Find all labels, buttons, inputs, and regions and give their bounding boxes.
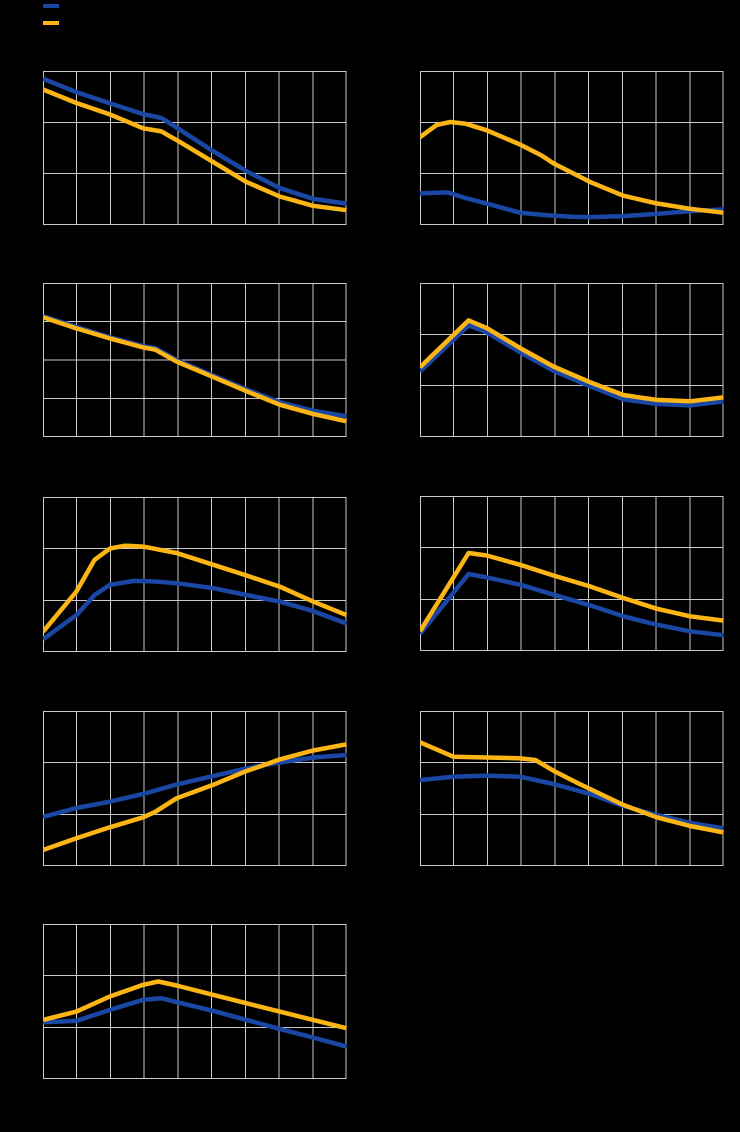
subplot-7 xyxy=(43,711,347,866)
series-line-orange xyxy=(420,740,724,835)
line-chart-svg xyxy=(420,711,724,866)
line-chart-svg xyxy=(420,71,724,225)
line-chart-svg xyxy=(43,711,347,866)
series-line-orange xyxy=(43,315,347,424)
series-line-orange xyxy=(43,979,347,1031)
series-line-blue xyxy=(420,323,724,408)
series-line-orange xyxy=(420,318,724,404)
subplot-1 xyxy=(43,71,347,225)
subplot-5 xyxy=(43,497,347,652)
legend-line-swatch-orange xyxy=(43,20,59,25)
series-line-orange xyxy=(43,543,347,634)
series-line-blue xyxy=(420,571,724,638)
subplot-4 xyxy=(420,283,724,437)
subplot-2 xyxy=(420,71,724,225)
series-line-blue xyxy=(43,752,347,820)
line-chart-svg xyxy=(43,497,347,652)
series-line-blue xyxy=(420,773,724,831)
line-chart-svg xyxy=(43,71,347,225)
series-line-orange xyxy=(420,119,724,215)
series-line-blue xyxy=(43,995,347,1049)
series-line-blue xyxy=(420,190,724,220)
line-chart-svg xyxy=(43,283,347,437)
series-line-blue xyxy=(43,76,347,206)
series-line-orange xyxy=(43,87,347,213)
subplot-8 xyxy=(420,711,724,866)
series-line-blue xyxy=(43,578,347,642)
line-chart-svg xyxy=(43,924,347,1079)
series-line-orange xyxy=(43,742,347,853)
subplot-3 xyxy=(43,283,347,437)
line-chart-svg xyxy=(420,283,724,437)
legend-line-swatch-blue xyxy=(43,3,59,8)
subplot-6 xyxy=(420,496,724,651)
line-chart-svg xyxy=(420,496,724,651)
series-line-orange xyxy=(420,550,724,633)
subplot-9 xyxy=(43,924,347,1079)
